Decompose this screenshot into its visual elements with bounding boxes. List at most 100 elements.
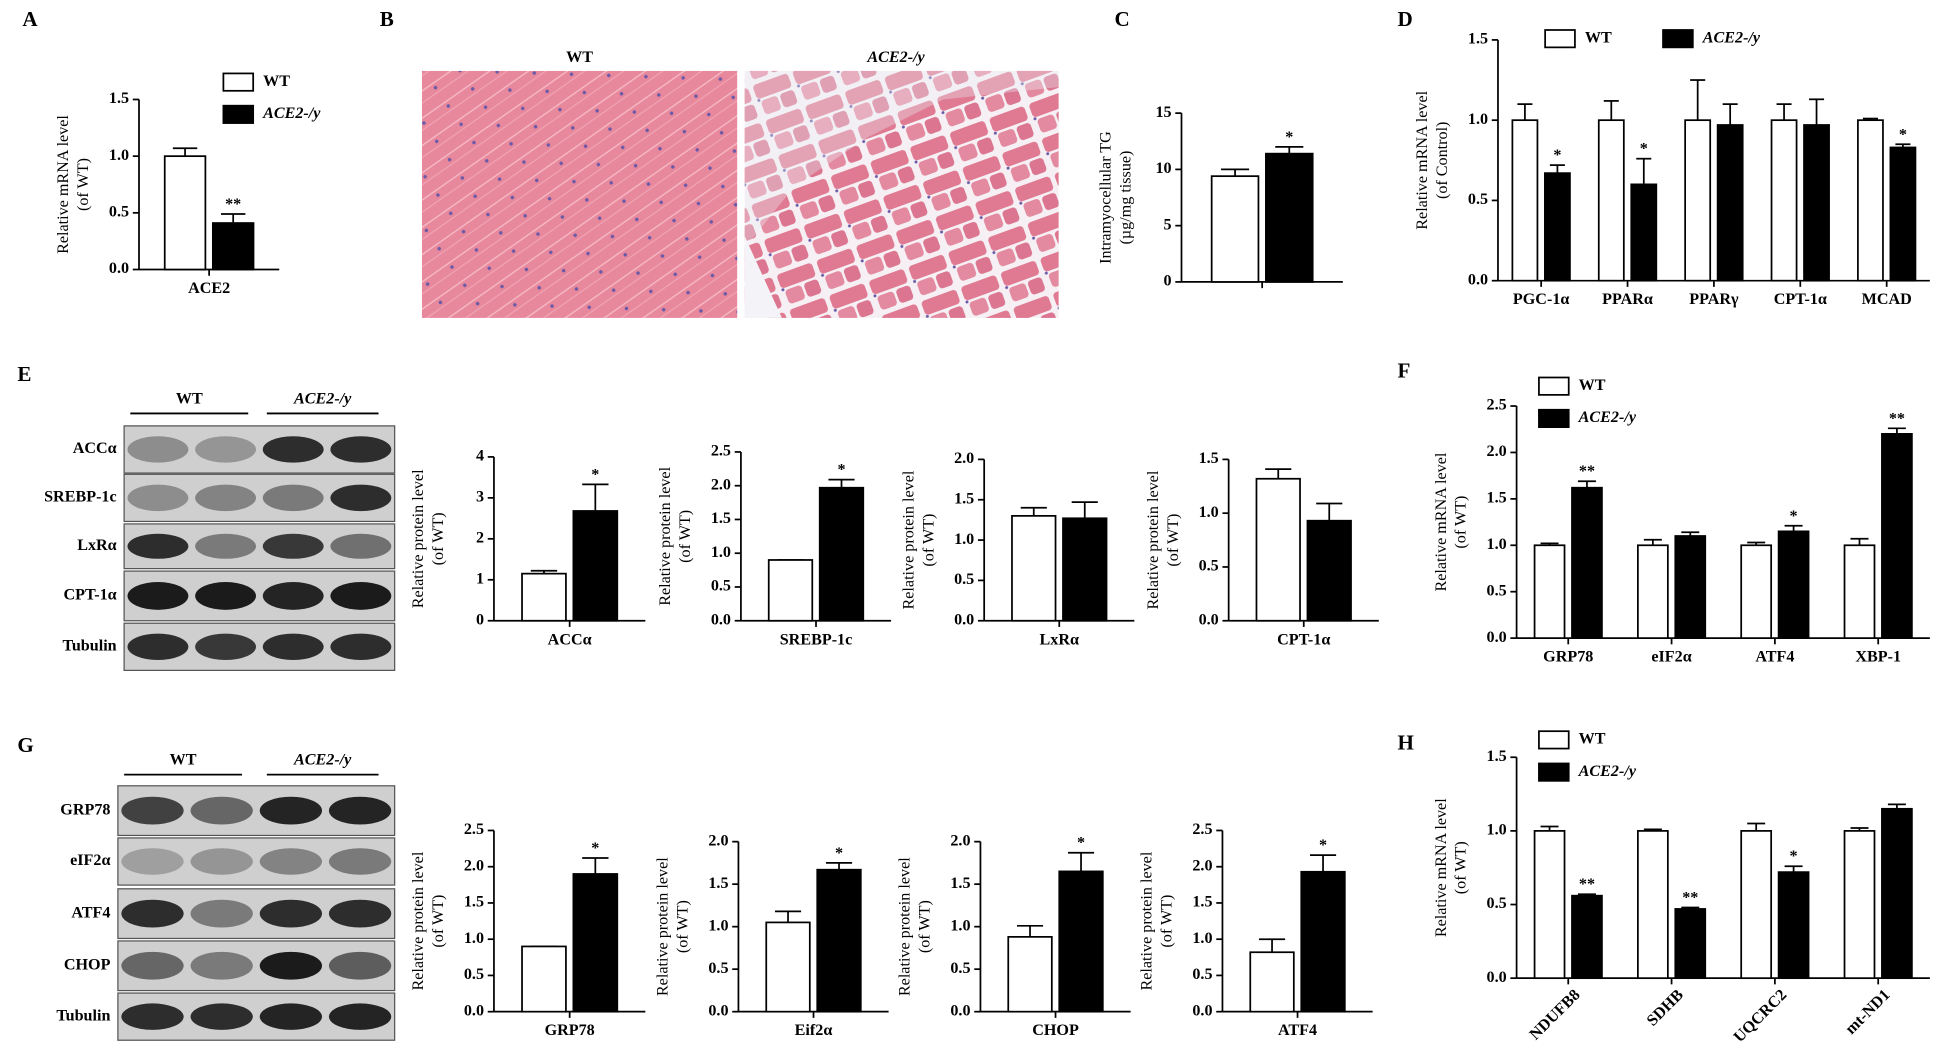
y-tick-label: 2.5 <box>1487 397 1507 414</box>
x-tick-label: ACCα <box>548 631 592 648</box>
blot-band <box>195 484 257 512</box>
panel-letter: H <box>1397 731 1414 755</box>
blot-row-label: ACCα <box>73 440 117 457</box>
y-axis-label: Relative protein level <box>1139 851 1156 990</box>
panel-letter: E <box>17 362 31 386</box>
blot-group-label: ACE2-/y <box>293 752 352 769</box>
y-tick-label: 2.0 <box>464 857 484 874</box>
y-axis-label: Relative protein level <box>657 466 674 605</box>
x-tick-label: ACE2 <box>188 280 230 297</box>
significance: * <box>1640 141 1648 158</box>
y-tick-label: 2.0 <box>708 832 728 849</box>
legend-label: ACE2-/y <box>1578 763 1637 780</box>
y-tick-label: 1.0 <box>464 930 484 947</box>
blot-band <box>328 1003 392 1030</box>
significance: ** <box>1579 876 1595 893</box>
y-axis-label: Relative protein level <box>410 851 427 990</box>
x-tick-label: XBP-1 <box>1855 649 1901 666</box>
bar <box>1533 544 1566 639</box>
bar <box>1881 433 1913 639</box>
blot-band <box>195 436 257 463</box>
histology-label: WT <box>566 49 593 66</box>
histology-space <box>744 236 782 318</box>
y-tick-label: 1.0 <box>1468 111 1488 128</box>
y-axis-label: (of WT) <box>430 512 447 565</box>
blot-row-label: SREBP-1c <box>44 489 117 506</box>
blot-band <box>121 1003 184 1030</box>
bar <box>1637 544 1669 639</box>
y-axis-label: Relative mRNA level <box>1433 798 1450 937</box>
legend-swatch <box>222 72 255 92</box>
x-tick-label: SDHB <box>1644 986 1687 1029</box>
blot-band <box>127 582 189 610</box>
x-tick-label: GRP78 <box>545 1022 595 1039</box>
x-tick-label: NDUFB8 <box>1527 986 1584 1043</box>
blot-row-label: ATF4 <box>71 904 110 921</box>
y-tick-label: 0.5 <box>1468 191 1488 208</box>
bar <box>1716 124 1744 282</box>
x-tick-label: CHOP <box>1032 1022 1079 1039</box>
y-tick-label: 0.5 <box>1199 558 1219 575</box>
blot-band <box>127 484 189 512</box>
y-tick-label: 1.0 <box>950 917 970 934</box>
significance: * <box>591 466 599 483</box>
legend-label: ACE2-/y <box>1578 409 1637 426</box>
y-tick-label: 1.5 <box>109 90 129 107</box>
legend-swatch <box>1538 762 1570 782</box>
blot-row-label: Tubulin <box>63 638 117 655</box>
y-tick-label: 2.0 <box>950 832 970 849</box>
y-axis-label: (of WT) <box>430 895 447 948</box>
bar <box>1740 544 1773 639</box>
blot-row-label: Tubulin <box>56 1007 110 1024</box>
y-tick-label: 0.0 <box>1468 271 1488 288</box>
histology-wt <box>421 70 738 318</box>
blot-row-label: LxRα <box>77 537 116 554</box>
y-tick-label: 1.0 <box>1199 504 1219 521</box>
panel-letter: A <box>22 7 38 31</box>
blot-band <box>195 633 257 661</box>
bar <box>1058 870 1104 1013</box>
significance: * <box>1077 835 1085 852</box>
bar <box>765 921 811 1013</box>
significance: * <box>837 462 845 479</box>
bar <box>1597 119 1625 282</box>
y-tick-label: 0.5 <box>1487 582 1507 599</box>
blot-band <box>195 533 257 559</box>
blot-band <box>328 796 392 825</box>
histology-ko <box>744 70 1059 318</box>
y-tick-label: 2.5 <box>464 821 484 838</box>
y-tick-label: 2.0 <box>954 450 974 467</box>
bar <box>1210 175 1260 283</box>
y-tick-label: 2.0 <box>1192 857 1212 874</box>
bar <box>1674 908 1707 980</box>
y-tick-label: 0.5 <box>1192 966 1212 983</box>
bar <box>1889 146 1917 282</box>
legend-swatch <box>1538 376 1570 396</box>
y-axis-label: (of WT) <box>1453 841 1470 894</box>
blot-band <box>328 848 392 875</box>
y-tick-label: 2.5 <box>711 443 731 460</box>
blot-band <box>328 899 392 928</box>
x-tick-label: mt-ND1 <box>1842 986 1893 1037</box>
y-tick-label: 0.0 <box>1487 629 1507 646</box>
y-tick-label: 2.5 <box>1192 821 1212 838</box>
bar <box>1637 830 1669 980</box>
blot-row-label: CPT-1α <box>63 587 116 604</box>
y-axis-label: (of WT) <box>677 510 694 563</box>
blot-band <box>330 582 392 610</box>
y-tick-label: 1.5 <box>1487 748 1507 765</box>
blot-band <box>262 484 324 512</box>
y-tick-label: 0 <box>1164 273 1172 290</box>
x-tick-label: eIF2α <box>1651 649 1691 666</box>
blot-band <box>330 533 392 559</box>
bar <box>1803 124 1830 282</box>
y-axis-label: Relative mRNA level <box>55 115 72 254</box>
bar <box>1770 119 1798 282</box>
y-tick-label: 1.0 <box>711 544 731 561</box>
blot-band <box>190 899 253 928</box>
bar <box>1777 530 1810 639</box>
blot-band <box>259 1003 323 1030</box>
significance: ** <box>225 196 241 213</box>
y-tick-label: 0.0 <box>708 1002 728 1019</box>
histology-label: ACE2-/y <box>866 49 925 66</box>
